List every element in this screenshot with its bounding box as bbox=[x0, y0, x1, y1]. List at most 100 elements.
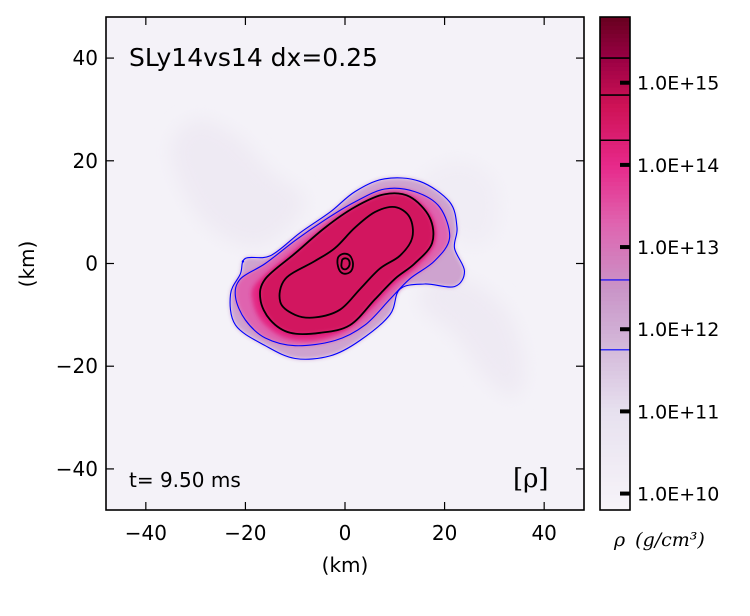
colorbar-strip bbox=[600, 415, 630, 421]
colorbar-strip bbox=[600, 78, 630, 84]
colorbar-strip bbox=[600, 325, 630, 330]
colorbar-strip bbox=[600, 366, 630, 371]
contour-black-core-outer bbox=[336, 252, 354, 275]
contour-black-outer bbox=[259, 192, 435, 336]
colorbar-strip bbox=[600, 288, 630, 293]
y-tick-label: 40 bbox=[73, 46, 98, 70]
colorbar-strip bbox=[600, 160, 630, 166]
colorbar-strip bbox=[600, 267, 630, 273]
colorbar-strip bbox=[600, 349, 630, 355]
colorbar-strip bbox=[600, 431, 630, 437]
colorbar-strip bbox=[600, 263, 630, 269]
density-region-diffuse-halo-ne bbox=[414, 160, 499, 246]
colorbar-strip bbox=[600, 156, 630, 162]
colorbar-ticks: 1.0E+10 1.0E+11 1.0E+12 1.0E+13 1.0E+14 1.0E+… bbox=[620, 73, 719, 506]
colorbar-strip bbox=[600, 115, 630, 121]
colorbar-strip bbox=[600, 452, 630, 458]
colorbar-strip bbox=[600, 411, 630, 417]
y-axis-label: (km) bbox=[15, 241, 39, 288]
colorbar-strip bbox=[600, 132, 630, 137]
colorbar-strip bbox=[600, 427, 630, 433]
contour-blue-inner bbox=[234, 187, 451, 347]
colorbar-gradient bbox=[600, 17, 630, 511]
colorbar-strip bbox=[600, 86, 630, 92]
heatmap-panel: −40 −20 0 20 40 −40 −20 0 20 40 SLy14vs14 dx=0.25… bbox=[15, 16, 585, 577]
colorbar-tick-label: 1.0E+15 bbox=[637, 73, 719, 95]
colorbar: 1.0E+10 1.0E+11 1.0E+12 1.0E+13 1.0E+14 1.0E+… bbox=[599, 16, 719, 551]
colorbar-strip bbox=[600, 148, 630, 154]
tick-layer: −40 −20 0 20 40 −40 −20 0 20 40 bbox=[56, 17, 584, 545]
colorbar-strip bbox=[600, 25, 630, 30]
panel-title: SLy14vs14 dx=0.25 bbox=[129, 43, 378, 72]
colorbar-strip bbox=[600, 419, 630, 425]
colorbar-strip bbox=[600, 378, 630, 384]
colorbar-strip bbox=[600, 230, 630, 236]
colorbar-strip bbox=[600, 58, 630, 63]
colorbar-strip bbox=[600, 119, 630, 125]
colorbar-strip bbox=[600, 399, 630, 404]
colorbar-strip bbox=[600, 21, 630, 26]
colorbar-strip bbox=[600, 189, 630, 195]
colorbar-tick-label: 1.0E+12 bbox=[637, 319, 719, 341]
y-tick-label: −40 bbox=[56, 457, 98, 481]
colorbar-strip bbox=[600, 292, 630, 297]
colorbar-strip bbox=[600, 251, 630, 256]
colorbar-strip bbox=[600, 144, 630, 150]
colorbar-strip bbox=[600, 181, 630, 187]
y-tick-label: −20 bbox=[56, 354, 98, 378]
colorbar-strip bbox=[600, 164, 630, 170]
colorbar-strip bbox=[600, 205, 630, 211]
colorbar-strip bbox=[600, 173, 630, 178]
colorbar-strip bbox=[600, 107, 630, 113]
colorbar-strip bbox=[600, 185, 630, 191]
colorbar-strip bbox=[600, 497, 630, 503]
colorbar-frame bbox=[599, 16, 631, 511]
colorbar-strip bbox=[600, 407, 630, 412]
colorbar-strip bbox=[600, 17, 630, 22]
colorbar-strip bbox=[600, 468, 630, 474]
colorbar-strip bbox=[600, 111, 630, 117]
colorbar-strip bbox=[600, 49, 630, 55]
colorbar-strip bbox=[600, 62, 630, 67]
density-region-dense-core bbox=[259, 193, 434, 335]
colorbar-strip bbox=[600, 103, 630, 108]
colorbar-label-units: (g/cm³) bbox=[635, 529, 705, 551]
x-tick-label: 0 bbox=[339, 521, 352, 545]
colorbar-strip bbox=[600, 353, 630, 359]
colorbar-strip bbox=[600, 29, 630, 35]
field-label: [ρ] bbox=[513, 464, 549, 494]
x-tick-label: −20 bbox=[224, 521, 266, 545]
colorbar-strip bbox=[600, 66, 630, 72]
colorbar-strip bbox=[600, 312, 630, 318]
colorbar-strip bbox=[600, 382, 630, 388]
colorbar-strip bbox=[600, 53, 630, 59]
colorbar-strip bbox=[600, 218, 630, 224]
colorbar-tick-label: 1.0E+11 bbox=[637, 401, 719, 423]
colorbar-label: ρ (g/cm³) bbox=[613, 529, 705, 551]
colorbar-strip bbox=[600, 374, 630, 380]
colorbar-strip bbox=[600, 222, 630, 228]
colorbar-strip bbox=[600, 37, 630, 43]
colorbar-strip bbox=[600, 485, 630, 491]
colorbar-strip bbox=[600, 99, 630, 104]
colorbar-strip bbox=[600, 177, 630, 182]
colorbar-strip bbox=[600, 279, 630, 285]
colorbar-strip bbox=[600, 45, 630, 51]
colorbar-strip bbox=[600, 329, 630, 334]
colorbar-strip bbox=[600, 362, 630, 367]
y-tick-label: 20 bbox=[73, 149, 98, 173]
contour-blue-outer bbox=[229, 177, 466, 360]
colorbar-strip bbox=[600, 436, 630, 441]
colorbar-label-symbol: ρ bbox=[613, 529, 626, 551]
colorbar-strip bbox=[600, 473, 630, 478]
y-tick-label: 0 bbox=[85, 252, 98, 276]
colorbar-strip bbox=[600, 152, 630, 158]
colorbar-strip bbox=[600, 357, 630, 363]
colorbar-strip bbox=[600, 214, 630, 219]
colorbar-strip bbox=[600, 444, 630, 449]
density-layer bbox=[170, 119, 525, 398]
colorbar-strip bbox=[600, 345, 630, 351]
colorbar-strip bbox=[600, 226, 630, 232]
x-tick-label: −40 bbox=[125, 521, 167, 545]
colorbar-strip bbox=[600, 70, 630, 76]
